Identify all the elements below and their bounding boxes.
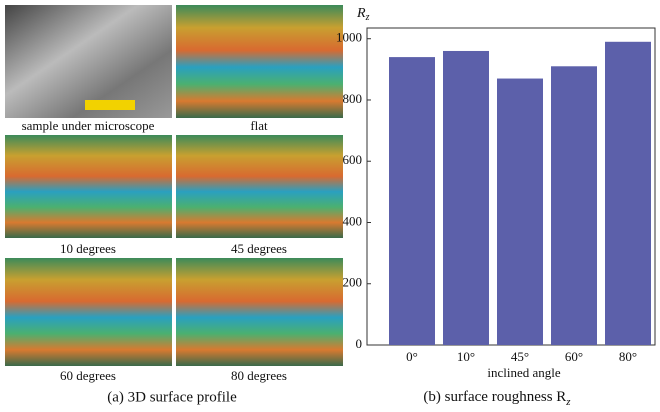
panel-caption: flat — [250, 118, 268, 133]
panel-caption: 80 degrees — [231, 368, 287, 383]
x-axis-label: inclined angle — [487, 365, 561, 380]
bar — [389, 57, 435, 345]
panel-caption: 45 degrees — [231, 241, 287, 256]
x-tick-label: 10° — [457, 349, 475, 364]
profile-image — [5, 258, 172, 366]
y-tick-label: 0 — [356, 336, 363, 351]
y-tick-label: 600 — [343, 152, 363, 167]
bar — [443, 50, 489, 346]
figure-caption: (a) 3D surface profile — [107, 389, 237, 405]
figure-caption: (b) surface roughness Rz — [423, 389, 571, 407]
sample — [85, 100, 135, 110]
bar — [605, 41, 651, 346]
y-tick-label: 400 — [343, 213, 363, 228]
left-panels: sample under microscope flat 10 degrees … — [5, 5, 343, 405]
photo — [5, 5, 172, 118]
panel-caption: sample under microscope — [22, 118, 155, 133]
bar — [497, 78, 543, 346]
y-axis-label: Rz — [356, 6, 370, 23]
profile-image — [176, 135, 343, 238]
y-tick-label: 800 — [343, 91, 363, 106]
profile-image — [5, 135, 172, 238]
x-tick-label: 45° — [511, 349, 529, 364]
x-tick-label: 60° — [565, 349, 583, 364]
panel-caption: 60 degrees — [60, 368, 116, 383]
x-tick-label: 80° — [619, 349, 637, 364]
profile-image — [176, 5, 343, 118]
x-tick-label: 0° — [406, 349, 418, 364]
y-tick-label: 200 — [343, 275, 363, 290]
bar — [551, 66, 597, 345]
panel-caption: 10 degrees — [60, 241, 116, 256]
caption-text: (b) surface roughness R — [423, 389, 566, 405]
profile-image — [176, 258, 343, 366]
y-label-sub: z — [365, 12, 370, 23]
y-label-text: R — [356, 6, 366, 21]
caption-sub: z — [565, 396, 571, 407]
y-tick-label: 1000 — [336, 30, 362, 45]
